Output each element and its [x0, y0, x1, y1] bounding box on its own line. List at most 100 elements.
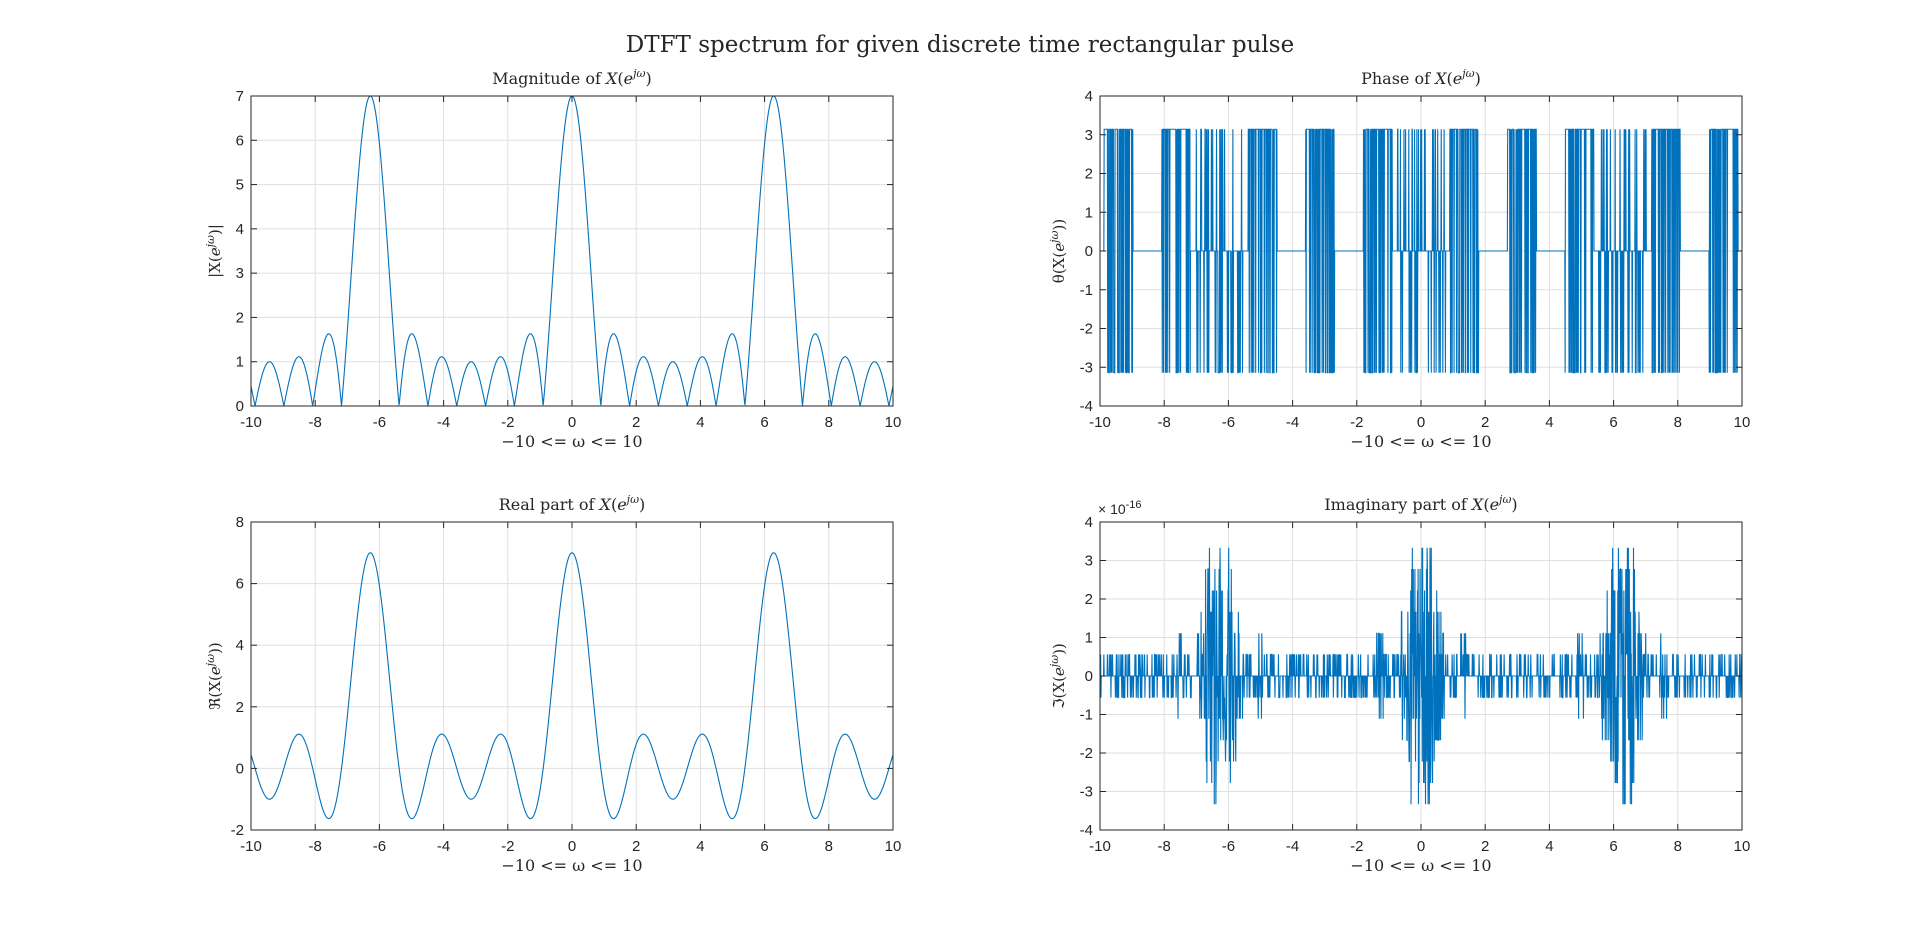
subplot-phase-xtick-label: -8 — [1158, 414, 1171, 431]
subplot-imag-ylabel: ℑ(X(ejω)) — [1048, 643, 1068, 709]
subplot-phase-xtick-label: 6 — [1609, 414, 1617, 431]
subplot-imag-xtick-label: -6 — [1222, 838, 1235, 855]
subplot-imag-xtick-label: -8 — [1158, 838, 1171, 855]
subplot-real-ytick-label: 8 — [236, 514, 244, 531]
subplot-magnitude-ytick-label: 4 — [236, 221, 244, 238]
subplot-real-xtick-label: -10 — [240, 838, 262, 855]
subplot-magnitude: Magnitude of X(ejω) −10 <= ω <= 10 |X(ej… — [204, 67, 901, 451]
subplot-imag-xtick-label: -4 — [1286, 838, 1299, 855]
subplot-imag-exponent: × 10-16 — [1098, 499, 1142, 517]
subplot-phase-ylabel: θ(X(ejω)) — [1048, 219, 1068, 283]
subplot-imag-xtick-label: 2 — [1481, 838, 1489, 855]
subplot-phase-xtick-label: 0 — [1417, 414, 1425, 431]
subplot-imag-xtick-label: 6 — [1609, 838, 1617, 855]
subplot-real-xtick-label: -4 — [437, 838, 450, 855]
subplot-magnitude-ytick-label: 3 — [236, 265, 244, 282]
subplot-phase-ytick-label: -3 — [1080, 359, 1093, 376]
subplot-magnitude-ytick-label: 0 — [236, 398, 244, 415]
subplot-real-xtick-label: 6 — [760, 838, 768, 855]
subplot-real-ytick-label: -2 — [231, 822, 244, 839]
subplot-imag-xlabel: −10 <= ω <= 10 — [1350, 856, 1491, 875]
subplot-phase-xtick-label: 2 — [1481, 414, 1489, 431]
subplot-imag-xtick-label: -2 — [1350, 838, 1363, 855]
subplot-magnitude-ylabel: |X(ejω)| — [204, 224, 224, 278]
subplot-phase-ytick-label: 1 — [1085, 204, 1093, 221]
subplot-phase-xtick-label: 4 — [1545, 414, 1553, 431]
subplot-real-ytick-label: 6 — [236, 576, 244, 593]
subplot-real-series-line — [251, 552, 893, 820]
subplot-magnitude-ytick-label: 2 — [236, 309, 244, 326]
subplot-real-xtick-label: 2 — [632, 838, 640, 855]
subplot-phase-xtick-label: 10 — [1734, 414, 1751, 431]
subplot-magnitude-xtick-label: -10 — [240, 414, 262, 431]
subplot-phase-ytick-label: 2 — [1085, 166, 1093, 183]
subplot-imag-ytick-label: -3 — [1080, 784, 1093, 801]
subplot-real-ylabel: ℜ(X(ejω)) — [204, 642, 224, 710]
subplot-real-xtick-label: 4 — [696, 838, 704, 855]
subplot-real: Real part of X(ejω) −10 <= ω <= 10 ℜ(X(e… — [204, 493, 901, 875]
subplot-imag: Imaginary part of X(ejω) −10 <= ω <= 10 … — [1048, 493, 1750, 875]
subplot-real-ytick-label: 2 — [236, 699, 244, 716]
subplot-real-xtick-label: -2 — [501, 838, 514, 855]
subplot-magnitude-xtick-label: -2 — [501, 414, 514, 431]
subplot-magnitude-xtick-label: 4 — [696, 414, 704, 431]
subplot-magnitude-xtick-label: 8 — [825, 414, 833, 431]
subplot-phase-ytick-label: -1 — [1080, 282, 1093, 299]
subplot-magnitude-title: Magnitude of X(ejω) — [492, 67, 652, 88]
subplot-imag-xtick-label: 8 — [1674, 838, 1682, 855]
subplot-imag-ytick-label: -2 — [1080, 745, 1093, 762]
subplot-magnitude-xtick-label: 0 — [568, 414, 576, 431]
subplot-phase-xtick-label: 8 — [1674, 414, 1682, 431]
subplot-real-xtick-label: -6 — [373, 838, 386, 855]
subplot-magnitude-ytick-label: 1 — [236, 354, 244, 371]
subplot-imag-title: Imaginary part of X(ejω) — [1324, 493, 1517, 514]
subplot-phase-xlabel: −10 <= ω <= 10 — [1350, 432, 1491, 451]
subplot-imag-xtick-label: 0 — [1417, 838, 1425, 855]
subplot-magnitude-xtick-label: 6 — [760, 414, 768, 431]
subplot-magnitude-ytick-label: 6 — [236, 132, 244, 149]
subplot-phase: Phase of X(ejω) −10 <= ω <= 10 θ(X(ejω))… — [1048, 67, 1750, 451]
subplot-imag-series-line — [1100, 547, 1742, 805]
subplot-real-xlabel: −10 <= ω <= 10 — [501, 856, 642, 875]
subplot-real-xtick-label: 8 — [825, 838, 833, 855]
subplot-magnitude-series-line — [251, 96, 893, 406]
subplot-phase-ytick-label: -4 — [1080, 398, 1093, 415]
subplot-imag-ytick-label: -4 — [1080, 822, 1093, 839]
subplot-phase-xtick-label: -10 — [1089, 414, 1111, 431]
subplot-phase-series-line — [1100, 128, 1742, 374]
subplot-real-title: Real part of X(ejω) — [499, 493, 646, 514]
subplot-imag-ytick-label: 2 — [1085, 591, 1093, 608]
subplot-phase-ytick-label: 3 — [1085, 127, 1093, 144]
subplot-imag-xtick-label: 10 — [1734, 838, 1751, 855]
subplot-magnitude-xlabel: −10 <= ω <= 10 — [501, 432, 642, 451]
subplot-magnitude-ytick-label: 7 — [236, 88, 244, 105]
subplot-imag-ytick-label: 1 — [1085, 630, 1093, 647]
subplot-magnitude-xtick-label: 2 — [632, 414, 640, 431]
subplot-magnitude-xtick-label: -6 — [373, 414, 386, 431]
subplot-magnitude-xtick-label: -8 — [309, 414, 322, 431]
subplot-magnitude-xtick-label: 10 — [885, 414, 902, 431]
subplot-phase-ytick-label: 0 — [1085, 243, 1093, 260]
figure-title: DTFT spectrum for given discrete time re… — [626, 32, 1294, 58]
subplot-phase-ytick-label: 4 — [1085, 88, 1093, 105]
subplot-phase-title: Phase of X(ejω) — [1361, 67, 1481, 88]
subplot-real-ytick-label: 0 — [236, 760, 244, 777]
subplot-real-xtick-label: 10 — [885, 838, 902, 855]
subplot-magnitude-xtick-label: -4 — [437, 414, 450, 431]
subplot-real-ytick-label: 4 — [236, 637, 244, 654]
subplot-real-xtick-label: -8 — [309, 838, 322, 855]
subplot-imag-ytick-label: 4 — [1085, 514, 1093, 531]
subplot-magnitude-ytick-label: 5 — [236, 177, 244, 194]
subplot-imag-xtick-label: 4 — [1545, 838, 1553, 855]
subplot-real-xtick-label: 0 — [568, 838, 576, 855]
subplot-imag-ytick-label: -1 — [1080, 707, 1093, 724]
subplot-phase-xtick-label: -2 — [1350, 414, 1363, 431]
subplot-imag-ytick-label: 3 — [1085, 553, 1093, 570]
subplot-imag-ytick-label: 0 — [1085, 668, 1093, 685]
subplot-phase-ytick-label: -2 — [1080, 321, 1093, 338]
subplot-phase-xtick-label: -6 — [1222, 414, 1235, 431]
subplot-imag-xtick-label: -10 — [1089, 838, 1111, 855]
subplot-phase-xtick-label: -4 — [1286, 414, 1299, 431]
